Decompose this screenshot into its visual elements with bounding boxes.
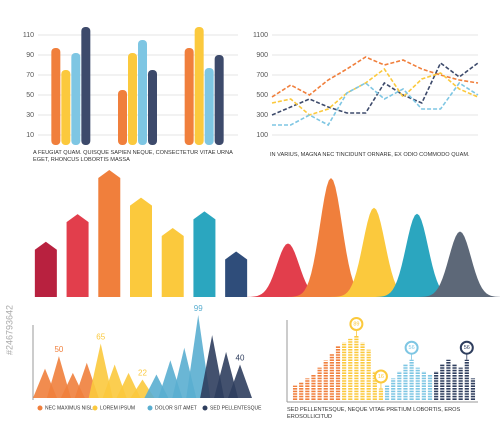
peak <box>200 335 225 398</box>
bubble <box>373 369 388 384</box>
data-label: 50 <box>54 345 63 354</box>
data-label: 16 <box>378 374 384 380</box>
y-tick-label: 10 <box>26 132 34 139</box>
line <box>271 56 479 98</box>
y-tick-label: 900 <box>256 52 268 59</box>
bar <box>118 90 127 145</box>
data-label: 56 <box>409 345 415 351</box>
legend-swatch <box>37 405 43 411</box>
bar <box>34 241 57 297</box>
bell <box>373 213 461 297</box>
y-tick-label: 90 <box>26 52 34 59</box>
y-tick-label: 70 <box>26 72 34 79</box>
bar <box>66 214 89 297</box>
legend-label: NEC MAXIMUS NISL <box>45 405 93 411</box>
bar <box>128 53 137 145</box>
watermark: #246793642 <box>4 305 14 355</box>
legend-swatch <box>92 405 98 411</box>
bar <box>71 53 81 145</box>
bell <box>330 207 418 297</box>
peak <box>46 356 71 398</box>
y-tick-label: 300 <box>256 112 268 119</box>
data-label: 89 <box>353 321 359 327</box>
line <box>272 81 479 127</box>
bar <box>225 251 248 297</box>
y-tick-label: 500 <box>256 92 268 99</box>
legend-swatch <box>147 405 153 411</box>
bar <box>204 68 214 145</box>
data-label: 56 <box>464 345 470 351</box>
bar <box>161 227 184 297</box>
bar <box>51 48 61 145</box>
line <box>271 67 479 116</box>
caption: SED PELLENTESQUE, NEQUE VITAE PRETIUM LO… <box>287 407 461 420</box>
caption: IN VARIUS, MAGNA NEC TINCIDUNT ORNARE, E… <box>270 152 470 158</box>
y-tick-label: 700 <box>256 72 268 79</box>
bell <box>244 243 332 297</box>
bell <box>287 178 375 297</box>
y-tick-label: 110 <box>23 32 34 39</box>
data-label: 99 <box>194 304 203 313</box>
data-label: 40 <box>236 354 245 363</box>
peak <box>228 364 252 398</box>
bar <box>130 197 152 297</box>
data-label: 22 <box>138 369 147 378</box>
bar <box>214 55 224 145</box>
bar <box>148 70 157 145</box>
legend-label: SED PELLENTESQUE <box>210 405 262 411</box>
y-tick-label: 100 <box>256 132 268 139</box>
legend-label: DOLOR SIT AMET <box>155 405 197 411</box>
caption: A FEUGIAT QUAM. QUISQUE SAPIEN NEQUE, CO… <box>33 150 233 163</box>
bar <box>98 170 121 297</box>
legend-label: LOREM IPSUM <box>100 405 135 411</box>
bar <box>194 27 204 145</box>
bell <box>416 231 500 297</box>
bubble <box>459 340 474 355</box>
y-tick-label: 1100 <box>253 32 268 39</box>
y-tick-label: 30 <box>26 112 34 119</box>
bubble <box>349 317 364 331</box>
peak <box>88 343 113 398</box>
bar <box>193 211 216 297</box>
bar <box>61 70 71 145</box>
bar <box>138 40 147 145</box>
legend-swatch <box>202 405 208 411</box>
y-tick-label: 50 <box>26 92 34 99</box>
bar <box>81 27 91 145</box>
line <box>271 61 479 116</box>
bubble <box>404 340 419 355</box>
peak <box>116 372 141 398</box>
data-label: 65 <box>96 333 105 342</box>
bar <box>184 48 194 145</box>
peak <box>214 351 239 398</box>
